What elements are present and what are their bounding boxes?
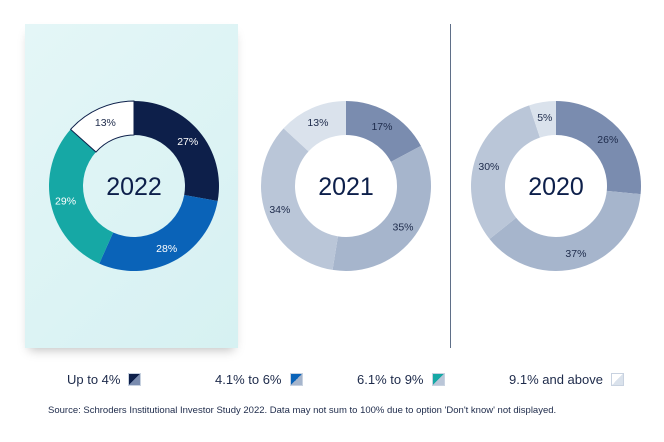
source-note: Source: Schroders Institutional Investor… bbox=[48, 405, 557, 416]
donut-slice bbox=[260, 128, 338, 270]
slice-value-label: 37% bbox=[565, 248, 586, 260]
legend-swatch bbox=[128, 373, 142, 386]
legend-item-6-1-to-9: 6.1% to 9% bbox=[357, 372, 445, 387]
slice-value-label: 35% bbox=[393, 222, 414, 234]
legend-swatch bbox=[431, 373, 445, 386]
slice-value-label: 30% bbox=[478, 161, 499, 173]
donut-center-year: 2022 bbox=[106, 173, 162, 201]
legend-swatch bbox=[610, 373, 624, 386]
slice-value-label: 13% bbox=[307, 117, 328, 129]
donut-slice bbox=[283, 101, 346, 152]
slice-value-label: 5% bbox=[537, 112, 552, 124]
slice-value-label: 34% bbox=[269, 204, 290, 216]
donut-slice bbox=[134, 101, 219, 202]
legend-label: 4.1% to 6% bbox=[215, 372, 282, 387]
slice-value-label: 29% bbox=[55, 196, 76, 208]
legend-item-up-to-4: Up to 4% bbox=[67, 372, 142, 387]
donut-slice bbox=[69, 100, 135, 153]
donut-slice bbox=[99, 195, 218, 271]
slice-value-label: 27% bbox=[177, 136, 198, 148]
donut-center-year: 2021 bbox=[318, 173, 374, 201]
donut-slice bbox=[471, 105, 540, 239]
donut-slice bbox=[529, 101, 556, 138]
legend-item-9-1-and-above: 9.1% and above bbox=[509, 372, 624, 387]
slice-value-label: 26% bbox=[597, 134, 618, 146]
donut-charts: 27% 28% 29% 13% 2022 17% 35% 34% 13% 2021 26% 37% 30… bbox=[49, 100, 642, 272]
legend-label: Up to 4% bbox=[67, 372, 121, 387]
divider-2021-2020 bbox=[450, 24, 451, 348]
legend-label: 6.1% to 9% bbox=[357, 372, 424, 387]
donut-2020: 26% 37% 30% 5% 2020 bbox=[471, 101, 642, 272]
donut-slice bbox=[346, 101, 421, 162]
donut-slice bbox=[332, 145, 431, 272]
donut-2021: 17% 35% 34% 13% 2021 bbox=[260, 101, 431, 272]
slice-value-label: 13% bbox=[95, 117, 116, 129]
donut-slice bbox=[489, 190, 641, 272]
donut-2022: 27% 28% 29% 13% 2022 bbox=[49, 100, 219, 271]
legend: Up to 4% 4.1% to 6% 6.1% to 9% 9.1% and … bbox=[0, 372, 664, 392]
legend-label: 9.1% and above bbox=[509, 372, 603, 387]
legend-item-4-1-to-6: 4.1% to 6% bbox=[215, 372, 303, 387]
donut-center-year: 2020 bbox=[528, 173, 584, 201]
slice-value-label: 17% bbox=[371, 121, 392, 133]
legend-swatch bbox=[289, 373, 303, 386]
donut-slice bbox=[49, 129, 114, 264]
slice-value-label: 28% bbox=[156, 243, 177, 255]
donut-slice bbox=[556, 101, 642, 195]
